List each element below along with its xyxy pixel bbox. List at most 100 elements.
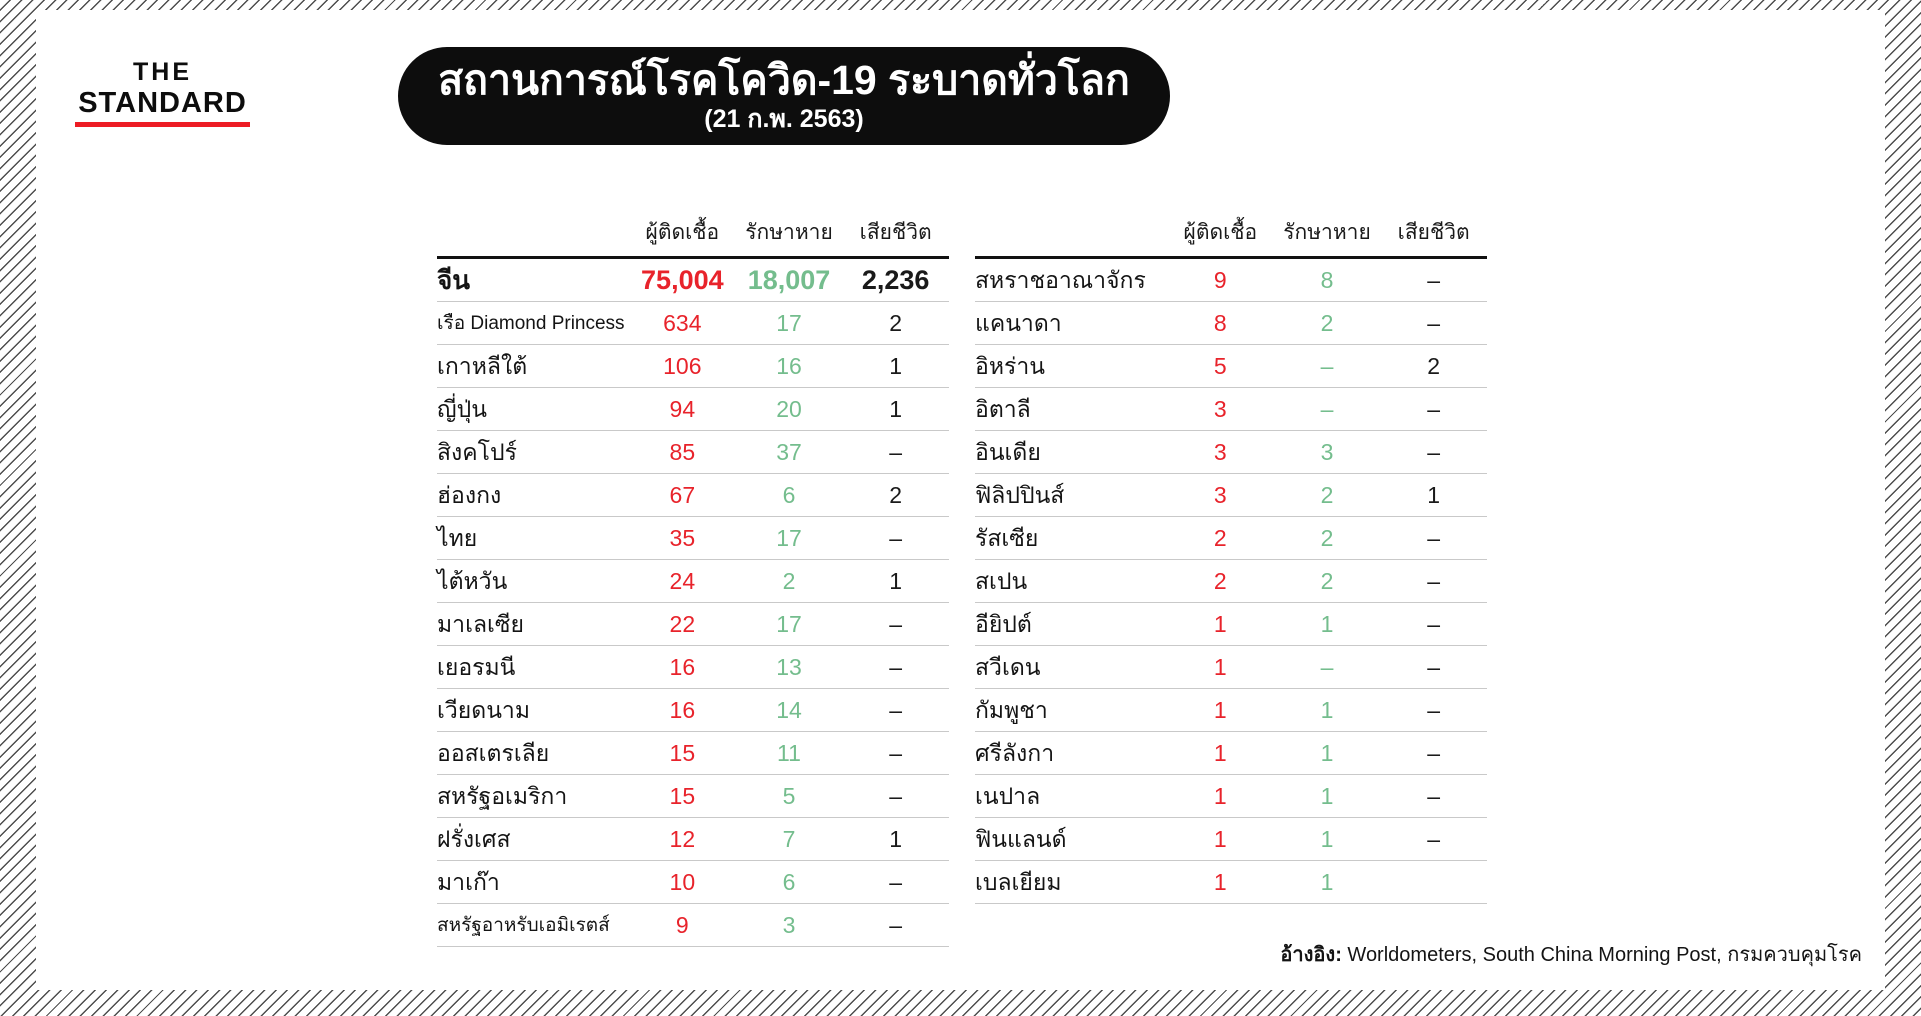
infected-count: 634: [663, 310, 702, 336]
deaths-count: 2: [889, 310, 903, 336]
recovered-count: 20: [776, 396, 802, 422]
infected-count: 67: [669, 482, 696, 508]
recovered-count: 17: [776, 611, 802, 637]
infected-count: 10: [669, 869, 696, 895]
country-name: สหราชอาณาจักร: [975, 267, 1146, 293]
infected-count: 1: [1213, 783, 1227, 809]
title-banner: สถานการณ์โรคโควิด-19 ระบาดทั่วโลก (21 ก.…: [398, 47, 1170, 145]
recovered-count: 1: [1320, 740, 1334, 766]
recovered-count: 13: [776, 654, 802, 680]
table-row: ไทย 35 17 –: [437, 517, 949, 560]
country-name: ไต้หวัน: [437, 568, 508, 594]
deaths-count: 1: [1427, 482, 1441, 508]
recovered-count: 1: [1320, 611, 1334, 637]
recovered-count: 37: [776, 439, 802, 465]
infected-count: 3: [1213, 396, 1227, 422]
infected-count: 15: [669, 783, 696, 809]
country-name: แคนาดา: [975, 310, 1062, 336]
infected-count: 85: [669, 439, 696, 465]
table-row: เกาหลีใต้ 106 16 1: [437, 345, 949, 388]
column-header-deaths: เสียชีวิต: [859, 221, 932, 244]
country-name: อิตาลี: [975, 396, 1031, 422]
table-row: ฝรั่งเศส 12 7 1: [437, 818, 949, 861]
table-row: กัมพูชา 1 1 –: [975, 689, 1487, 732]
content-card: [36, 10, 1885, 990]
table-row: ออสเตรเลีย 15 11 –: [437, 732, 949, 775]
country-name: ไทย: [437, 525, 478, 551]
recovered-count: 6: [782, 869, 796, 895]
table-row: สิงคโปร์ 85 37 –: [437, 431, 949, 474]
infected-count: 15: [669, 740, 696, 766]
table-row: ฟินแลนด์ 1 1 –: [975, 818, 1487, 861]
deaths-count: –: [1427, 611, 1441, 637]
recovered-count: 8: [1320, 267, 1334, 293]
country-name: สหรัฐอเมริกา: [437, 783, 568, 809]
country-name: สหรัฐอาหรับเอมิเรตส์: [437, 915, 610, 936]
infected-count: 16: [669, 697, 696, 723]
infected-count: 16: [669, 654, 696, 680]
table-row: เนปาล 1 1 –: [975, 775, 1487, 818]
table-row: จีน 75,004 18,007 2,236: [437, 259, 949, 302]
infected-count: 2: [1213, 568, 1227, 594]
country-name: อิหร่าน: [975, 353, 1045, 379]
column-header-recovered: รักษาหาย: [1283, 221, 1371, 244]
infected-count: 106: [663, 353, 702, 379]
country-name: ออสเตรเลีย: [437, 740, 550, 766]
recovered-count: 17: [776, 525, 802, 551]
recovered-count: 14: [776, 697, 802, 723]
table-right-header: ผู้ติดเชื้อ รักษาหาย เสียชีวิต: [975, 215, 1487, 259]
country-name: สวีเดน: [975, 654, 1041, 680]
table-row: ไต้หวัน 24 2 1: [437, 560, 949, 603]
table-row: อิหร่าน 5 – 2: [975, 345, 1487, 388]
deaths-count: –: [889, 869, 903, 895]
recovered-count: 2: [1320, 310, 1334, 336]
source-note: อ้างอิง: Worldometers, South China Morni…: [1280, 938, 1862, 970]
brand-logo: THE STANDARD: [75, 60, 250, 127]
table-row: ญี่ปุ่น 94 20 1: [437, 388, 949, 431]
page-subtitle: (21 ก.พ. 2563): [704, 105, 864, 134]
country-name: เวียดนาม: [437, 697, 530, 723]
deaths-count: –: [889, 697, 903, 723]
table-row: มาเก๊า 10 6 –: [437, 861, 949, 904]
deaths-count: –: [889, 654, 903, 680]
country-name: สิงคโปร์: [437, 439, 517, 465]
recovered-count: 2: [1320, 525, 1334, 551]
recovered-count: –: [1320, 654, 1334, 680]
column-header-deaths: เสียชีวิต: [1397, 221, 1470, 244]
deaths-count: –: [1427, 439, 1441, 465]
infected-count: 1: [1213, 869, 1227, 895]
recovered-count: 2: [782, 568, 796, 594]
deaths-count: –: [1427, 525, 1441, 551]
recovered-count: 5: [782, 783, 796, 809]
infected-count: 9: [675, 912, 689, 938]
infected-count: 75,004: [641, 265, 724, 295]
recovered-count: 6: [782, 482, 796, 508]
recovered-count: –: [1320, 353, 1334, 379]
country-name: รัสเซีย: [975, 525, 1039, 551]
infected-count: 1: [1213, 826, 1227, 852]
country-name: เยอรมนี: [437, 654, 516, 680]
table-row: ศรีลังกา 1 1 –: [975, 732, 1487, 775]
infected-count: 3: [1213, 482, 1227, 508]
brand-logo-line2: STANDARD: [78, 87, 247, 119]
table-row: อียิปต์ 1 1 –: [975, 603, 1487, 646]
country-name: กัมพูชา: [975, 697, 1048, 723]
table-row: ฟิลิปปินส์ 3 2 1: [975, 474, 1487, 517]
country-name: เรือ Diamond Princess: [437, 313, 625, 334]
infected-count: 94: [669, 396, 696, 422]
brand-underline: [75, 122, 250, 127]
country-name: เนปาล: [975, 783, 1041, 809]
deaths-count: –: [889, 912, 903, 938]
deaths-count: –: [1427, 396, 1441, 422]
table-row: สเปน 2 2 –: [975, 560, 1487, 603]
deaths-count: 1: [889, 568, 903, 594]
country-name: ฟินแลนด์: [975, 826, 1067, 852]
table-left-body: จีน 75,004 18,007 2,236 เรือ Diamond Pri…: [437, 259, 949, 947]
deaths-count: –: [1427, 568, 1441, 594]
deaths-count: –: [1427, 783, 1441, 809]
country-name: ฝรั่งเศส: [437, 826, 511, 852]
recovered-count: 2: [1320, 482, 1334, 508]
deaths-count: –: [889, 611, 903, 637]
deaths-count: –: [889, 525, 903, 551]
